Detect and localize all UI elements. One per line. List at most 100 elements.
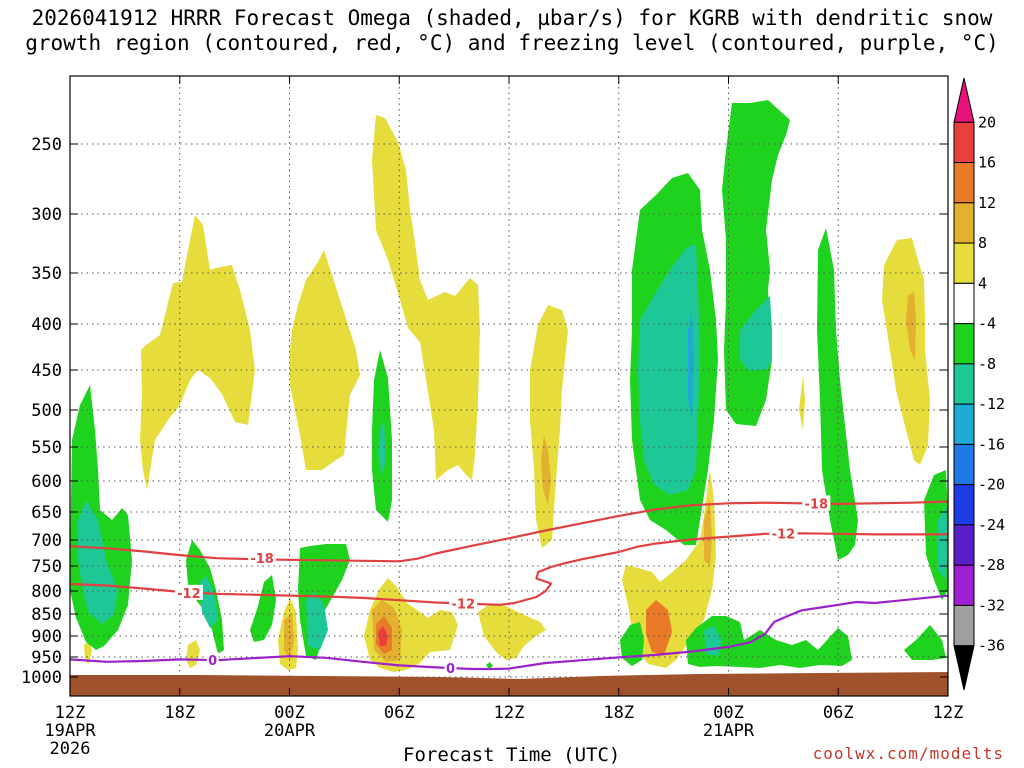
credit-link[interactable]: coolwx.com/modelts: [812, 744, 1004, 763]
colorbar-segment: [953, 162, 975, 204]
y-tick-label: 400: [31, 315, 62, 335]
omega-green-region: [686, 616, 852, 668]
colorbar-label: -8: [978, 355, 996, 373]
contour-line-dgz: [69, 500, 949, 563]
contour-label: 0: [446, 662, 455, 677]
y-tick-label: 800: [31, 582, 62, 602]
colorbar-label: -36: [978, 637, 1005, 655]
x-tick-label: 06Z: [823, 703, 854, 723]
colorbar-bottom-arrow: [953, 645, 975, 691]
colorbar-segment: [953, 121, 975, 164]
omega-green-region: [722, 100, 790, 426]
colorbar-label: -4: [978, 315, 996, 333]
y-tick-label: 300: [31, 205, 62, 225]
contour-lines: -18 -18 -12 -12 -12 0 0: [69, 495, 949, 677]
x-tick-year: 2026: [50, 739, 91, 759]
omega-yellow-region: [478, 604, 546, 660]
colorbar-label: 20: [978, 113, 996, 131]
omega-yellow-region: [372, 115, 480, 480]
y-tick-label: 550: [31, 438, 62, 458]
omega-yellow-region: [799, 375, 805, 430]
colorbar-label: 12: [978, 194, 996, 212]
colorbar-segment: [953, 524, 975, 566]
omega-green-region: [904, 625, 946, 660]
y-tick-label: 650: [31, 503, 62, 523]
omega-green-region: [486, 662, 493, 669]
colorbar-segment: [953, 484, 975, 526]
colorbar-segment: [953, 443, 975, 486]
colorbar-label: -12: [978, 395, 1005, 413]
colorbar-segment: [953, 403, 975, 445]
y-tick-label: 850: [31, 605, 62, 625]
contour-label-bg: [174, 584, 203, 600]
y-tick-label: 700: [31, 531, 62, 551]
colorbar-label: -16: [978, 435, 1005, 453]
colorbar-segment: [953, 604, 975, 647]
y-tick-label: 1000: [21, 668, 62, 688]
contour-label: -12: [177, 587, 201, 602]
omega-yellow-region: [882, 238, 930, 465]
omega-cyan-region: [638, 244, 700, 495]
colorbar-label: 8: [978, 234, 987, 252]
x-tick-label: 18Z: [603, 703, 634, 723]
contour-label-bg: [769, 525, 798, 541]
omega-cyan-region: [200, 576, 218, 628]
x-tick-date: 21APR: [703, 721, 755, 741]
omega-cyan-region: [740, 296, 772, 370]
omega-orange-region: [541, 435, 551, 505]
y-tick-label: 950: [31, 648, 62, 668]
omega-yellow-region: [140, 215, 255, 490]
y-tick-label: 450: [31, 361, 62, 381]
contour-label-bg: [449, 595, 478, 611]
contour-label-bg: [206, 652, 219, 668]
omega-green-region: [250, 575, 276, 642]
colorbar-segment: [953, 282, 975, 325]
colorbar-label: -20: [978, 476, 1005, 494]
omega-orange-region: [704, 500, 712, 566]
x-tick-label: 00Z: [274, 703, 305, 723]
omega-cyan-region: [306, 592, 328, 650]
x-tick-label: 12Z: [494, 703, 525, 723]
omega-yellow-region: [84, 641, 92, 664]
omega-orange-region: [906, 292, 916, 360]
colorbar: 20 16 12 8 4 -4 -8 -12 -16 -20 -24 -28 -32 -36: [953, 77, 1005, 691]
x-tick-label: 00Z: [713, 703, 744, 723]
colorbar-label: -28: [978, 556, 1005, 574]
contour-label: 0: [208, 654, 217, 669]
contour-line-dgz: [69, 532, 948, 606]
y-tick-label: 900: [31, 627, 62, 647]
x-tick-label: 06Z: [384, 703, 415, 723]
contour-label: -18: [250, 552, 274, 567]
contour-label-bg: [444, 659, 457, 675]
omega-cyan-region: [378, 420, 386, 475]
colorbar-segment: [953, 242, 975, 284]
colorbar-segment: [953, 323, 975, 365]
y-tick-label: 750: [31, 557, 62, 577]
contour-line-freezing-level: [69, 594, 949, 671]
omega-yellow-region: [530, 305, 568, 548]
contour-label: -12: [772, 527, 796, 542]
colorbar-label: 4: [978, 274, 987, 292]
gridlines: [70, 76, 948, 696]
omega-yellow-region: [186, 640, 200, 668]
x-tick-date: 19APR: [44, 721, 96, 741]
x-tick-label: 12Z: [933, 703, 964, 723]
y-tick-label: 500: [31, 401, 62, 421]
contour-label: -12: [452, 597, 476, 612]
y-tick-label: 350: [31, 264, 62, 284]
chart-title: 2026041912 HRRR Forecast Omega (shaded, …: [25, 6, 999, 55]
x-axis-label: Forecast Time (UTC): [403, 744, 621, 766]
colorbar-segment: [953, 564, 975, 606]
y-tick-label: 600: [31, 472, 62, 492]
x-tick-label: 12Z: [55, 703, 86, 723]
colorbar-top-arrow: [953, 77, 975, 123]
x-tick-label: 18Z: [164, 703, 195, 723]
omega-cyan-region: [938, 505, 948, 580]
axes: 2503003504004505005506006507007508008509…: [21, 75, 964, 759]
x-tick-date: 20APR: [264, 721, 316, 741]
colorbar-label: -32: [978, 596, 1005, 614]
omega-cyan-region: [78, 500, 118, 624]
colorbar-segment: [953, 363, 975, 405]
omega-blue-core: [688, 310, 694, 420]
